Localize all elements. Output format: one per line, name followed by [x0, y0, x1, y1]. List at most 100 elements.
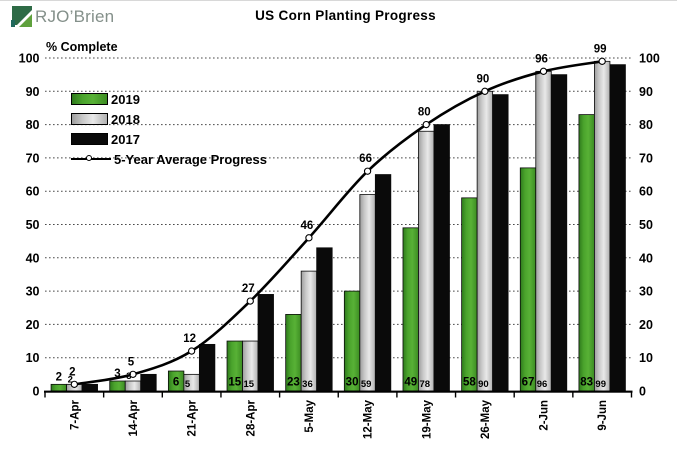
- legend-swatch-2017-icon: [71, 133, 108, 145]
- bar-2019-7-Apr: [50, 383, 67, 392]
- bar-2018-5-May: [300, 270, 318, 392]
- legend-item-label: 2019: [111, 91, 140, 107]
- svg-text:80: 80: [639, 118, 653, 132]
- chart-title: US Corn Planting Progress: [255, 8, 436, 23]
- svg-text:27: 27: [242, 283, 255, 295]
- svg-text:36: 36: [302, 379, 313, 390]
- svg-text:59: 59: [361, 379, 372, 390]
- bars-2018: [66, 60, 611, 392]
- svg-text:23: 23: [287, 377, 300, 389]
- svg-text:78: 78: [419, 379, 430, 390]
- y-axis-labels-left: 0 10 20 30 40 50 60 70 80 90 100: [19, 52, 40, 399]
- bars-2017: [81, 64, 626, 392]
- avg-line-labels: 2 5 12 27 46 66 80 90 96 99: [69, 43, 606, 378]
- svg-text:5: 5: [128, 356, 135, 368]
- svg-text:10: 10: [639, 351, 653, 365]
- bar-2017-21-Apr: [198, 343, 216, 392]
- svg-text:50: 50: [639, 218, 653, 232]
- bar-2017-26-May: [492, 94, 509, 392]
- bar-labels-2019: 2 36 15 23 30 49 58 67 83: [56, 368, 593, 388]
- legend-item-label: 2017: [111, 131, 140, 147]
- svg-text:100: 100: [19, 52, 40, 66]
- svg-text:30: 30: [26, 285, 40, 299]
- svg-text:20: 20: [639, 318, 653, 332]
- x-axis-ticks: [44, 391, 633, 398]
- svg-text:3: 3: [126, 371, 131, 382]
- svg-text:49: 49: [404, 377, 417, 389]
- bar-2017-14-Apr: [140, 373, 157, 392]
- svg-text:5: 5: [185, 379, 191, 390]
- svg-text:15: 15: [228, 377, 241, 389]
- svg-text:96: 96: [537, 379, 548, 390]
- legend-line-sample-icon: [71, 155, 111, 161]
- bar-2017-5-May: [316, 247, 333, 392]
- svg-text:2: 2: [68, 374, 73, 385]
- bar-2019-9-Jun: [578, 114, 595, 392]
- x-axis-label-26-May: 26-May: [480, 399, 492, 439]
- bar-2017-7-Apr: [81, 383, 98, 392]
- svg-text:96: 96: [535, 53, 548, 65]
- legend-item-2019: 2019: [71, 89, 267, 109]
- x-axis-label-2-Jun: 2-Jun: [539, 400, 551, 431]
- x-axis-labels: 7-Apr 14-Apr 21-Apr 28-Apr 5-May 12-May 19-May…: [69, 399, 609, 439]
- svg-text:80: 80: [418, 107, 431, 119]
- bar-2017-12-May: [374, 174, 392, 392]
- x-axis-label-19-May: 19-May: [421, 399, 433, 439]
- svg-text:60: 60: [639, 185, 653, 199]
- bar-2018-12-May: [359, 194, 376, 392]
- svg-text:99: 99: [595, 379, 606, 390]
- svg-text:0: 0: [639, 385, 646, 399]
- x-axis-label-9-Jun: 9-Jun: [597, 400, 609, 431]
- svg-text:30: 30: [346, 377, 359, 389]
- bar-2017-19-May: [433, 124, 450, 392]
- svg-text:2: 2: [56, 371, 62, 383]
- svg-text:99: 99: [594, 43, 607, 55]
- bar-2017-9-Jun: [609, 64, 626, 392]
- y-axis-labels-right: 0 10 20 30 40 50 60 70 80 90 100: [639, 52, 660, 399]
- x-axis-label-5-May: 5-May: [304, 399, 316, 432]
- bar-2017-28-Apr: [257, 294, 274, 392]
- legend-item-2018: 2018: [71, 109, 267, 129]
- y-axis-title: % Complete: [46, 40, 118, 54]
- legend-swatch-2018-icon: [71, 113, 108, 125]
- x-axis-label-12-May: 12-May: [363, 399, 375, 439]
- x-axis-label-21-Apr: 21-Apr: [187, 399, 199, 436]
- legend-line-marker-icon: [86, 155, 92, 161]
- svg-text:40: 40: [639, 251, 653, 265]
- bar-2018-26-May: [476, 90, 494, 392]
- legend-item-2017: 2017: [71, 129, 267, 149]
- svg-text:70: 70: [639, 151, 653, 165]
- svg-text:90: 90: [478, 379, 489, 390]
- bar-labels-2018: 2 35 15 36 59 78 90 96 99: [68, 371, 606, 390]
- bar-2018-14-Apr: [124, 380, 142, 392]
- svg-text:3: 3: [114, 368, 120, 380]
- x-axis-label-14-Apr: 14-Apr: [128, 399, 140, 436]
- svg-text:6: 6: [173, 377, 179, 389]
- legend-swatch-2019-icon: [71, 93, 108, 105]
- svg-text:20: 20: [26, 318, 40, 332]
- svg-text:83: 83: [580, 377, 593, 389]
- chart-legend: 2019 2018 2017 5-Year Average Progress: [71, 89, 267, 169]
- svg-text:40: 40: [26, 251, 40, 265]
- svg-text:66: 66: [359, 153, 372, 165]
- rjobrien-logo-icon: [11, 6, 32, 27]
- bars-2019: [50, 114, 595, 392]
- x-axis-label-7-Apr: 7-Apr: [69, 399, 81, 430]
- svg-text:58: 58: [463, 377, 476, 389]
- svg-text:60: 60: [26, 185, 40, 199]
- svg-text:90: 90: [476, 73, 489, 85]
- svg-text:67: 67: [522, 377, 535, 389]
- bar-2019-14-Apr: [109, 380, 126, 392]
- svg-text:100: 100: [639, 52, 660, 66]
- avg-line-markers: [70, 57, 606, 388]
- svg-text:90: 90: [639, 85, 653, 99]
- bar-2018-9-Jun: [594, 60, 611, 392]
- rjobrien-logo: RJO’Brien: [10, 5, 114, 28]
- svg-text:46: 46: [301, 220, 314, 232]
- x-axis-label-28-Apr: 28-Apr: [245, 399, 257, 436]
- svg-text:0: 0: [33, 385, 40, 399]
- legend-item-label: 5-Year Average Progress: [114, 151, 267, 167]
- svg-text:12: 12: [183, 333, 196, 345]
